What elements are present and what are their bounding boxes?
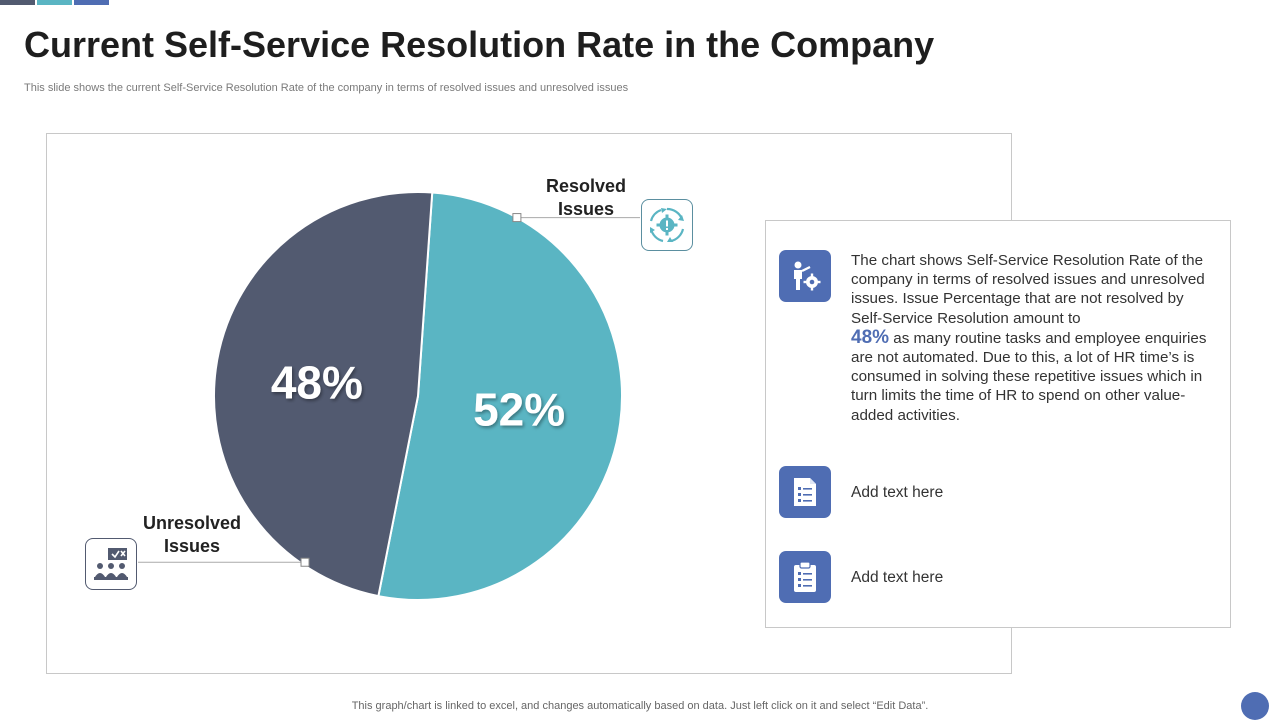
resolved-label-line1: Resolved <box>545 176 627 196</box>
page-title: Current Self-Service Resolution Rate in … <box>24 24 935 65</box>
info-card: The chart shows Self-Service Resolution … <box>765 220 1231 628</box>
unresolved-icon-box <box>85 538 137 590</box>
top-bar-3 <box>74 0 109 5</box>
top-bar-2 <box>37 0 72 5</box>
resolved-leader-marker <box>512 213 522 223</box>
footer-note: This graph/chart is linked to excel, and… <box>351 700 929 712</box>
page-subtitle: This slide shows the current Self-Servic… <box>24 82 629 94</box>
resolved-label-line2: Issues <box>557 199 615 219</box>
unresolved-label-line1: Unresolved <box>142 513 242 533</box>
list-icon-tile <box>779 466 831 518</box>
unresolved-label-line2: Issues <box>163 536 221 556</box>
add-text-2[interactable]: Add text here <box>851 569 944 586</box>
info-text-after: as many routine tasks and employee enqui… <box>851 329 1207 424</box>
add-text-1[interactable]: Add text here <box>851 484 944 501</box>
team-presentation-icon <box>94 548 128 580</box>
unresolved-leader-marker <box>300 557 310 567</box>
person-gear-icon <box>794 261 821 291</box>
clipboard-icon-tile <box>779 551 831 603</box>
pie-slice-resolved[interactable] <box>377 191 623 601</box>
unresolved-label: Unresolved Issues <box>122 512 262 558</box>
clipboard-checklist-icon <box>794 561 816 592</box>
corner-dot <box>1241 692 1269 720</box>
info-text-before: The chart shows Self-Service Resolution … <box>851 252 1205 327</box>
document-list-icon <box>794 478 816 506</box>
gear-cycle-icon <box>649 207 685 243</box>
info-paragraph: The chart shows Self-Service Resolution … <box>851 251 1213 425</box>
pie-label-unresolved: 48% <box>271 357 363 409</box>
info-highlight: 48% <box>851 326 890 348</box>
resolved-label: Resolved Issues <box>516 175 656 221</box>
resolved-icon-box <box>641 199 693 251</box>
info-icon-tile <box>779 250 831 302</box>
pie-label-resolved: 52% <box>473 383 565 435</box>
top-bar-1 <box>0 0 35 5</box>
